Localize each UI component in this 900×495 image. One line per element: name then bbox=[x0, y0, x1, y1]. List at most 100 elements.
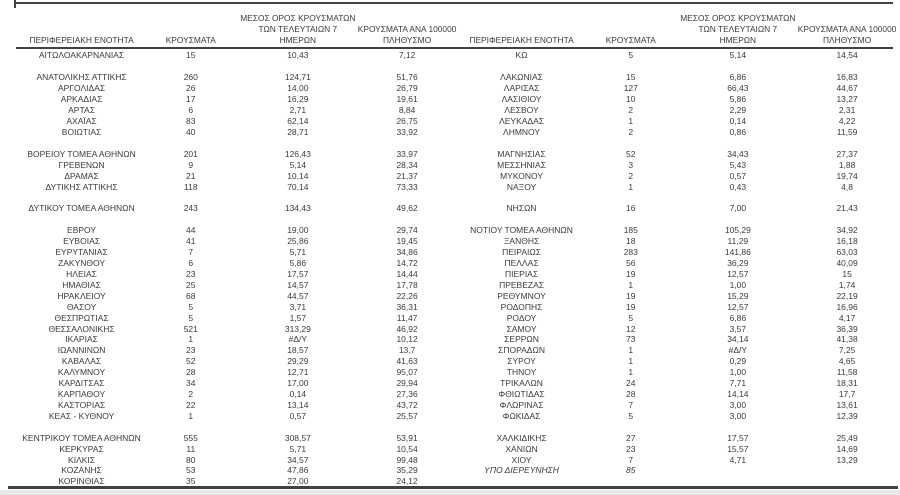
col-header-per100k: ΚΡΟΥΣΜΑΤΑ ΑΝΑ 100000 ΠΛΗΘΥΣΜΟ bbox=[357, 24, 457, 45]
region-cell: ΞΑΝΘΗΣ bbox=[503, 236, 540, 247]
avg7-cell: 3,00 bbox=[729, 399, 747, 410]
region-cell: ΗΜΑΘΙΑΣ bbox=[62, 279, 101, 290]
table-row: ΦΩΚΙΔΑΣ 5 3,00 12,39 bbox=[456, 410, 893, 421]
per100k-cell: 63,03 bbox=[836, 247, 858, 258]
table-row: ΣΕΡΡΩΝ 73 34,14 41,38 bbox=[456, 334, 893, 345]
region-cell: ΡΕΘΥΜΝΟΥ bbox=[497, 290, 546, 301]
table-row: ΑΙΤΩΛΟΑΚΑΡΝΑΝΙΑΣ 15 10,43 7,12 bbox=[16, 50, 453, 61]
avg7-cell: 28,71 bbox=[287, 126, 309, 137]
region-cell: ΠΕΙΡΑΙΩΣ bbox=[502, 247, 541, 258]
table-row: ΚΟΖΑΝΗΣ 53 47,86 35,29 bbox=[16, 465, 453, 476]
region-cell: ΜΥΚΟΝΟΥ bbox=[500, 170, 543, 181]
region-cell: ΚΑΒΑΛΑΣ bbox=[61, 356, 102, 367]
table-row: ΔΥΤΙΚΗΣ ΑΤΤΙΚΗΣ 118 70,14 73,33 bbox=[16, 181, 453, 192]
cases-cell: 18 bbox=[626, 236, 636, 247]
avg7-cell: 5,86 bbox=[729, 94, 747, 105]
avg7-cell: 13,14 bbox=[287, 399, 309, 410]
table-row: ΡΟΔΟΥ 5 6,86 4,17 bbox=[456, 312, 893, 323]
region-cell: ΑΙΤΩΛΟΑΚΑΡΝΑΝΙΑΣ bbox=[38, 50, 125, 61]
table-row: ΡΕΘΥΜΝΟΥ 19 15,29 22,19 bbox=[456, 290, 893, 301]
per100k-cell: 27,37 bbox=[836, 148, 858, 159]
table-row: ΕΒΡΟΥ 44 19,00 29,74 bbox=[16, 225, 453, 236]
table-row: ΖΑΚΥΝΘΟΥ 6 5,86 14,72 bbox=[16, 258, 453, 269]
per100k-cell: 19,45 bbox=[396, 236, 418, 247]
cases-cell: 83 bbox=[186, 115, 196, 126]
per100k-cell: 16,18 bbox=[836, 236, 858, 247]
avg7-cell: 2,29 bbox=[729, 105, 747, 116]
table-row: ΧΑΛΚΙΔΙΚΗΣ 27 17,57 25,49 bbox=[456, 432, 893, 443]
per100k-cell: 11,58 bbox=[836, 367, 858, 378]
per100k-cell: 35,29 bbox=[396, 465, 418, 476]
per100k-cell: 27,36 bbox=[396, 389, 418, 400]
table-row: ΝΑΞΟΥ 1 0,43 4,8 bbox=[456, 181, 893, 192]
per100k-cell: 29,74 bbox=[396, 225, 418, 236]
table-row: ΣΠΟΡΑΔΩΝ 1 #Δ/Υ 7,25 bbox=[456, 345, 893, 356]
avg7-cell: 3,71 bbox=[289, 301, 307, 312]
region-cell: ΕΥΒΟΙΑΣ bbox=[63, 236, 100, 247]
avg7-cell: 0,57 bbox=[289, 410, 307, 421]
table-row: ΜΑΓΝΗΣΙΑΣ 52 34,43 27,37 bbox=[456, 148, 893, 159]
cases-cell: 6 bbox=[188, 257, 194, 268]
per100k-cell: 40,09 bbox=[836, 257, 858, 268]
cases-cell: 19 bbox=[626, 301, 636, 312]
cases-cell: 19 bbox=[626, 290, 636, 301]
per100k-cell: 33,92 bbox=[396, 126, 418, 137]
table-header-row: ΠΕΡΙΦΕΡΕΙΑΚΗ ΕΝΟΤΗΤΑ ΚΡΟΥΣΜΑΤΑ ΜΕΣΟΣ ΟΡΟ… bbox=[16, 10, 457, 46]
avg7-cell: 5,14 bbox=[289, 159, 307, 170]
avg7-cell: 5,14 bbox=[729, 50, 747, 61]
region-cell: ΤΡΙΚΑΛΩΝ bbox=[500, 378, 543, 389]
region-cell: ΚΩ bbox=[515, 50, 528, 61]
cases-cell: 6 bbox=[188, 105, 194, 116]
region-cell: ΚΙΛΚΙΣ bbox=[68, 454, 96, 465]
col-header-region: ΠΕΡΙΦΕΡΕΙΑΚΗ ΕΝΟΤΗΤΑ bbox=[29, 35, 134, 45]
cases-cell: 17 bbox=[186, 94, 196, 105]
region-cell: ΔΥΤΙΚΗΣ ΑΤΤΙΚΗΣ bbox=[45, 181, 118, 192]
header-underline-rule bbox=[16, 47, 893, 49]
avg7-cell: 19,00 bbox=[287, 225, 309, 236]
per100k-cell: 2,31 bbox=[838, 105, 856, 116]
table-row: ΗΡΑΚΛΕΙΟΥ 68 44,57 22,26 bbox=[16, 290, 453, 301]
table-row: ΒΟΡΕΙΟΥ ΤΟΜΕΑ ΑΘΗΝΩΝ 201 126,43 33,97 bbox=[16, 148, 453, 159]
per100k-cell: 73,33 bbox=[396, 181, 418, 192]
per100k-cell: 14,54 bbox=[836, 50, 858, 61]
table-row: ΘΕΣΠΡΩΤΙΑΣ 5 1,57 11,47 bbox=[16, 312, 453, 323]
cases-cell: 25 bbox=[186, 279, 196, 290]
cases-cell: 21 bbox=[186, 170, 196, 181]
per100k-cell: 28,34 bbox=[396, 159, 418, 170]
table-row: ΕΥΒΟΙΑΣ 41 25,86 19,45 bbox=[16, 236, 453, 247]
per100k-cell: 10,12 bbox=[396, 334, 418, 345]
region-cell: ΛΑΚΩΝΙΑΣ bbox=[500, 72, 543, 83]
table-row: ΑΡΓΟΛΙΔΑΣ 26 14,00 26,79 bbox=[16, 83, 453, 94]
avg7-cell: 66,43 bbox=[727, 83, 749, 94]
region-cell: ΚΟΖΑΝΗΣ bbox=[61, 465, 102, 476]
table-row: ΑΡΚΑΔΙΑΣ 17 16,29 19,61 bbox=[16, 94, 453, 105]
per100k-cell: 7,25 bbox=[838, 345, 856, 356]
table-row: ΝΗΣΩΝ 16 7,00 21,43 bbox=[456, 203, 893, 214]
cases-cell: 185 bbox=[623, 225, 638, 236]
per100k-cell: 21,43 bbox=[836, 203, 858, 214]
avg7-cell: 47,86 bbox=[287, 465, 309, 476]
cases-cell: 2 bbox=[628, 105, 634, 116]
cases-cell: 5 bbox=[188, 312, 194, 323]
cases-cell: 243 bbox=[183, 203, 198, 214]
per100k-cell: 24,12 bbox=[396, 476, 418, 487]
region-cell: ΣΥΡΟΥ bbox=[507, 356, 536, 367]
cases-cell: 16 bbox=[626, 203, 636, 214]
cases-cell: 15 bbox=[626, 72, 636, 83]
avg7-cell: 1,00 bbox=[729, 279, 747, 290]
table-row: ΑΧΑΪΑΣ 83 62,14 26,75 bbox=[16, 116, 453, 127]
cases-cell: 52 bbox=[626, 148, 636, 159]
cases-cell: 73 bbox=[626, 334, 636, 345]
table-row: ΠΙΕΡΙΑΣ 19 12,57 15 bbox=[456, 268, 893, 279]
region-cell: ΓΡΕΒΕΝΩΝ bbox=[58, 159, 105, 170]
region-cell: ΑΝΑΤΟΛΙΚΗΣ ΑΤΤΙΚΗΣ bbox=[36, 72, 127, 83]
table-row: ΥΠΟ ΔΙΕΡΕΥΝΗΣΗ 85 bbox=[456, 465, 893, 476]
cases-cell: 1 bbox=[188, 334, 194, 345]
region-cell: ΝΟΤΙΟΥ ΤΟΜΕΑ ΑΘΗΝΩΝ bbox=[470, 225, 573, 236]
top-left-border-tick bbox=[14, 0, 16, 8]
cases-cell: 28 bbox=[626, 389, 636, 400]
region-cell: ΚΑΡΔΙΤΣΑΣ bbox=[58, 378, 105, 389]
cases-cell: 555 bbox=[183, 432, 198, 443]
per100k-cell: 4,22 bbox=[838, 115, 856, 126]
region-cell: ΥΠΟ ΔΙΕΡΕΥΝΗΣΗ bbox=[484, 465, 559, 476]
